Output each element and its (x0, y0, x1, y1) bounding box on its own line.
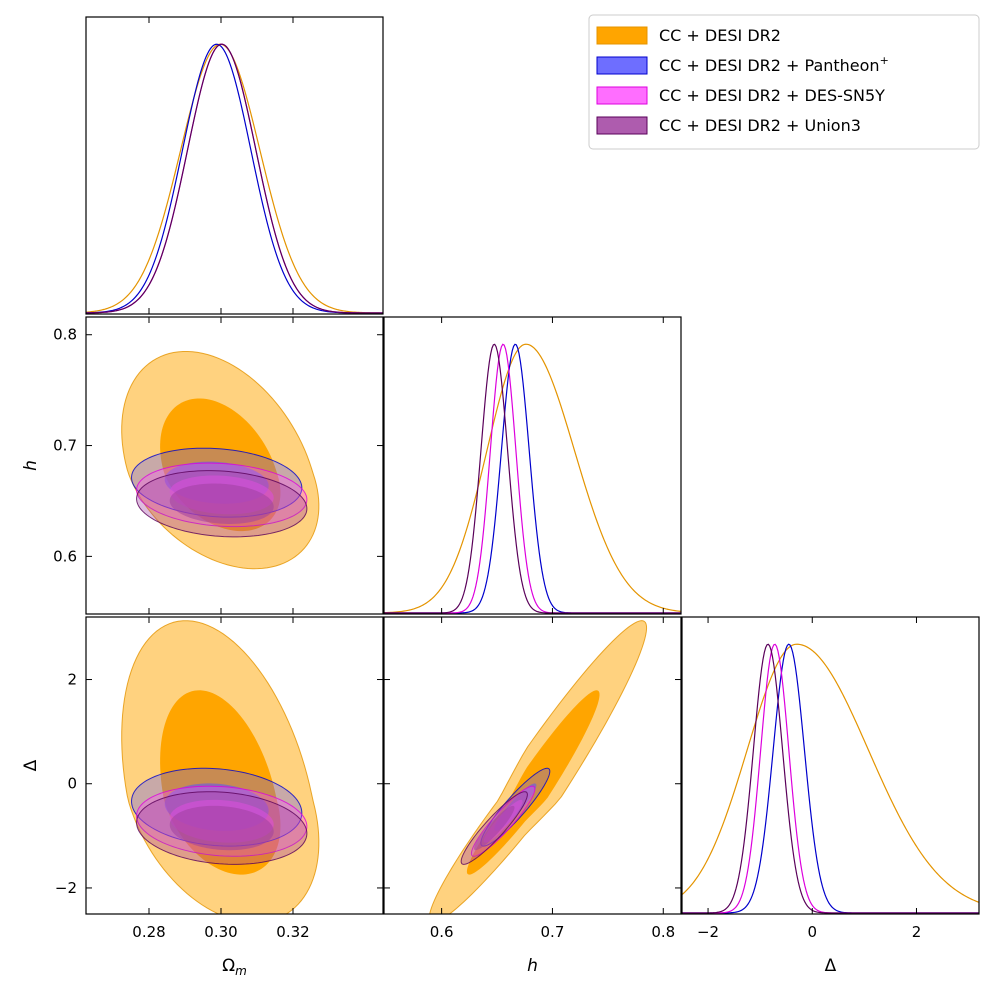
pdf-curve-h-series-3 (384, 343, 681, 614)
contour-68-om-delta-series-3 (169, 805, 274, 851)
pdf-curve-delta-series-0 (682, 643, 979, 903)
legend-label-3: CC + DESI DR2 + Union3 (659, 116, 861, 135)
y-axis-title-h: h (21, 460, 41, 471)
x-axis-title-delta: Δ (825, 956, 837, 976)
panel-1d-delta (682, 643, 979, 914)
legend: CC + DESI DR2 CC + DESI DR2 + Pantheon+ CC… (588, 14, 980, 150)
panel-frame-0-0 (85, 16, 384, 315)
contour-68-om-h-series-3 (169, 483, 274, 524)
legend-swatch-0 (596, 26, 648, 45)
panel-1d-h (384, 343, 681, 614)
panel-2d-om-h (121, 350, 320, 570)
legend-label-0: CC + DESI DR2 (659, 26, 781, 45)
panel-frame-2-2 (681, 616, 980, 915)
pdf-curve-h-series-0 (384, 343, 681, 614)
panels-layer: 0.28 0.30 0.32 0.6 0.7 0.8 −2 0 2 0.6 0.7 0.8 −2 0 2 Ωm… (21, 16, 980, 978)
x-axis-title-om: Ωm (222, 956, 247, 978)
legend-label-1: CC + DESI DR2 + Pantheon+ (659, 54, 889, 75)
x-tick-label-om-1: 0.30 (204, 923, 237, 941)
y-tick-label-h-2: 0.8 (53, 326, 77, 344)
x-tick-label-om-0: 0.28 (132, 923, 165, 941)
panel-2d-h-delta (429, 620, 648, 914)
panel-2d-om-delta (121, 620, 320, 914)
legend-label-2: CC + DESI DR2 + DES-SN5Y (659, 86, 885, 105)
pdf-curve-delta-series-3 (682, 643, 979, 914)
x-tick-label-delta-2: 2 (912, 923, 922, 941)
panel-frame-1-1 (383, 316, 682, 615)
y-tick-label-delta-1: 0 (67, 775, 77, 793)
panel-1d-om (86, 43, 383, 314)
legend-swatch-3 (596, 116, 648, 135)
y-tick-label-h-0: 0.6 (53, 547, 77, 565)
x-tick-label-delta-0: −2 (697, 923, 719, 941)
contour-68-h-delta-series-3 (474, 805, 515, 851)
panel-frame-2-1 (383, 616, 682, 915)
legend-swatch-2 (596, 86, 648, 105)
x-tick-label-h-1: 0.7 (541, 923, 565, 941)
x-tick-label-h-0: 0.6 (430, 923, 454, 941)
y-axis-title-delta: Δ (21, 759, 41, 771)
x-tick-label-h-2: 0.8 (651, 923, 675, 941)
x-tick-label-delta-1: 0 (807, 923, 817, 941)
y-tick-label-h-1: 0.7 (53, 437, 77, 455)
x-tick-label-om-2: 0.32 (276, 923, 309, 941)
y-tick-label-delta-0: −2 (55, 879, 77, 897)
x-axis-title-h: h (527, 956, 538, 976)
panel-frame-1-0 (85, 316, 384, 615)
legend-box (588, 14, 980, 150)
legend-swatch-1 (596, 56, 648, 75)
panel-frame-2-0 (85, 616, 384, 915)
y-tick-label-delta-2: 2 (67, 671, 77, 689)
pdf-curve-om-series-3 (86, 43, 383, 314)
